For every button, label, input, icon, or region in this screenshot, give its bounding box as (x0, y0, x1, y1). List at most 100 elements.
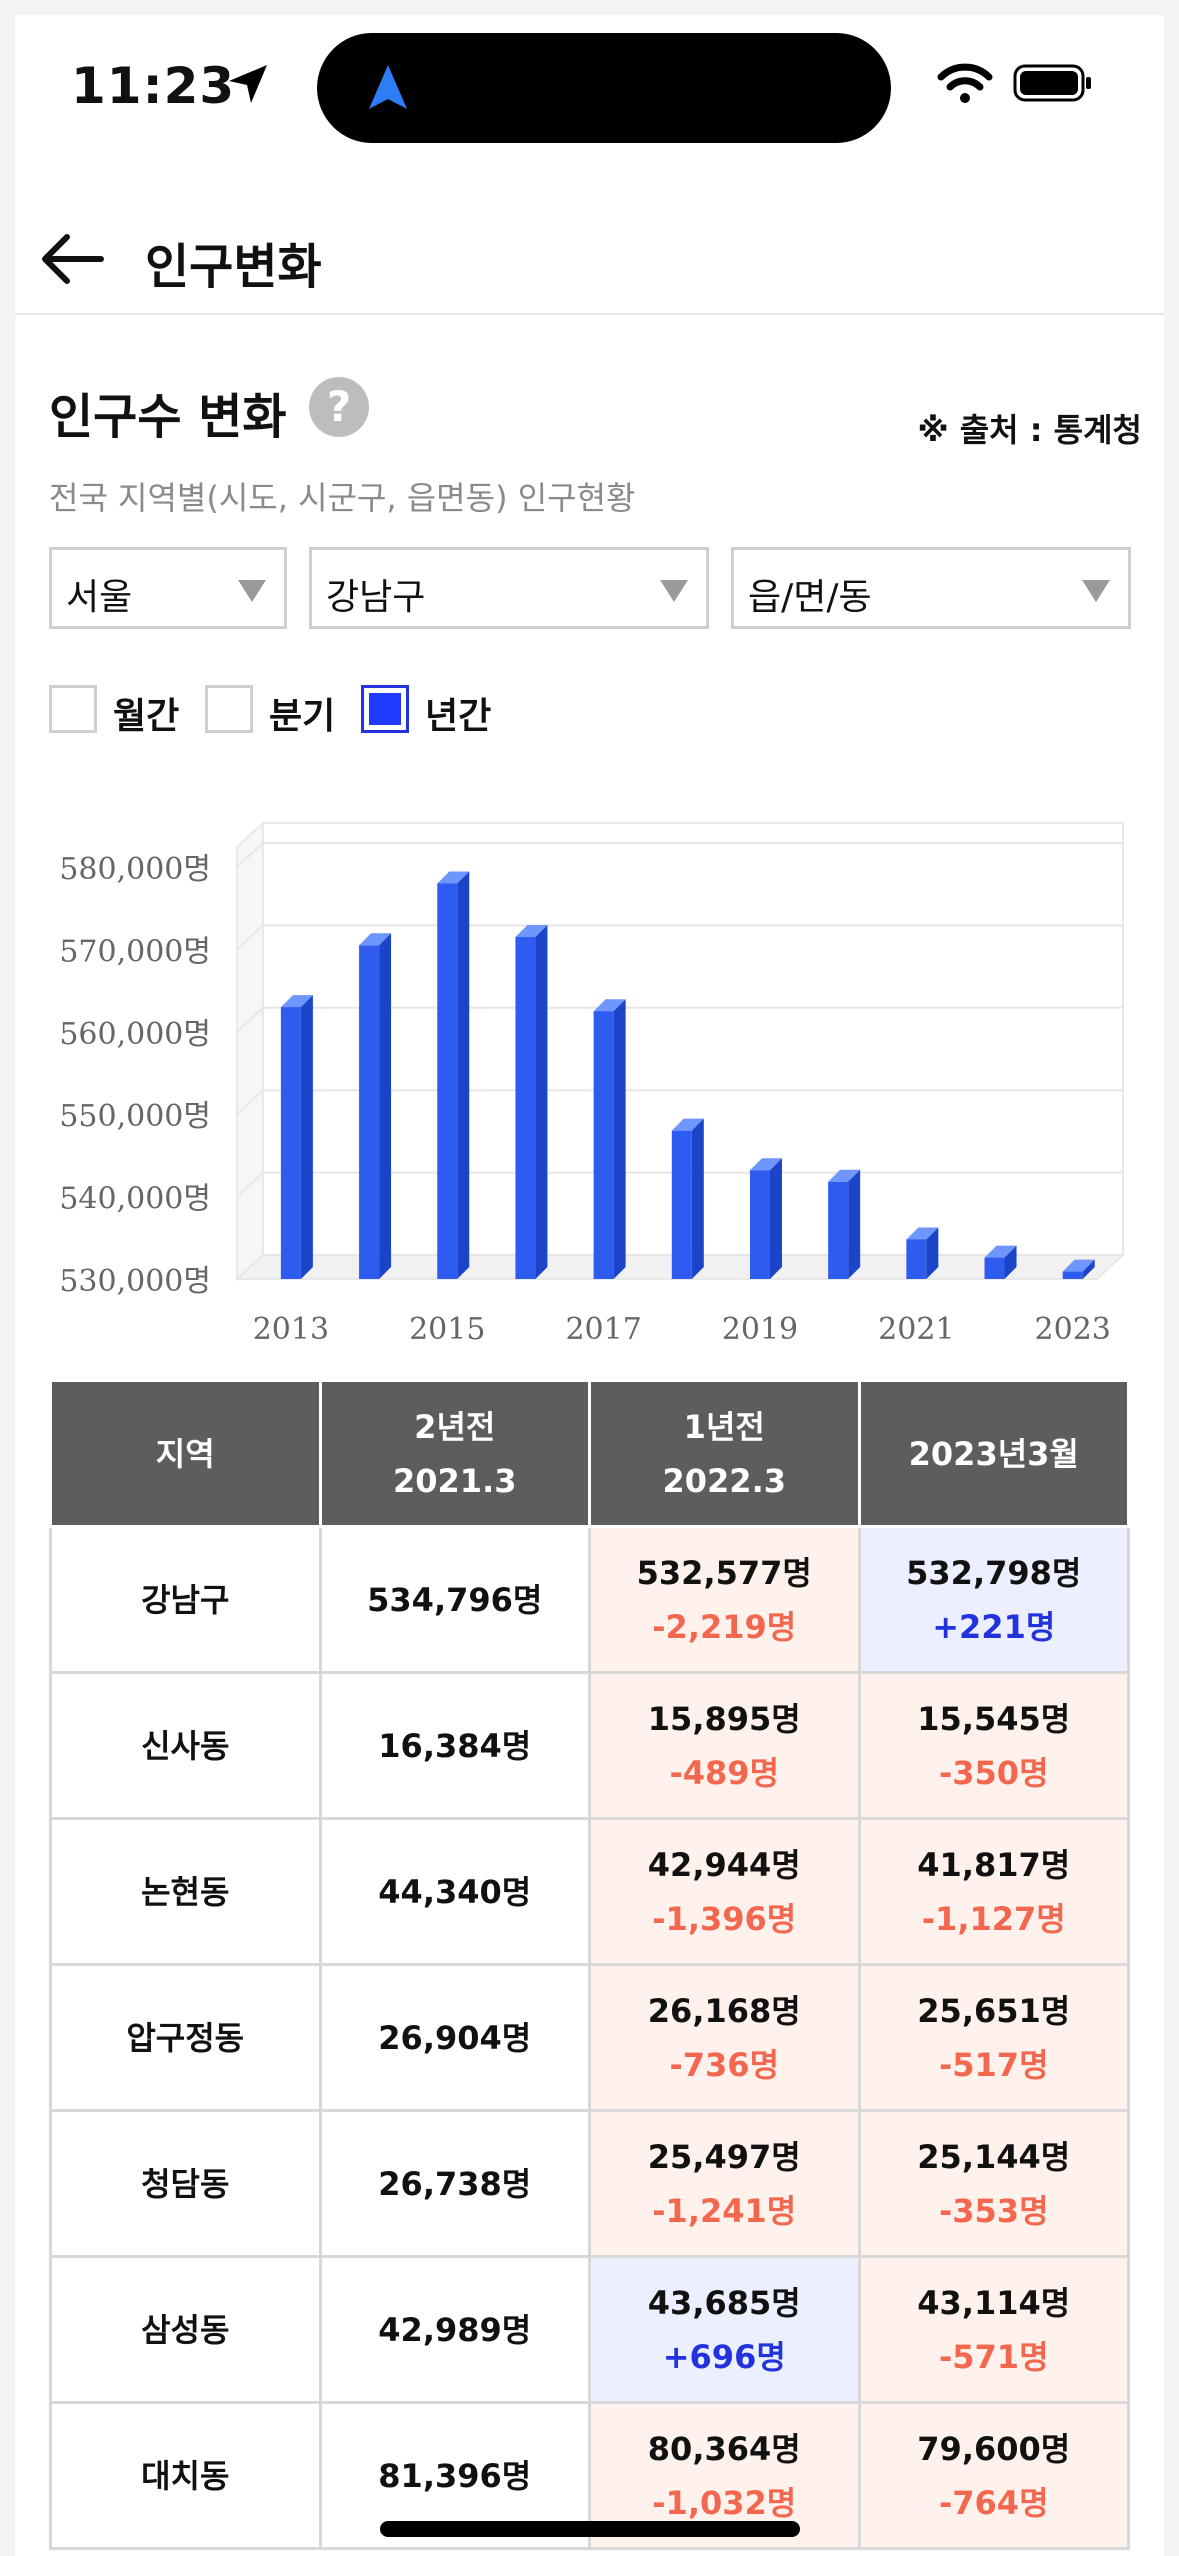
dong-select-value: 읍/면/동 (748, 577, 872, 618)
population-value: 43,114명 (917, 2283, 1071, 2322)
bar-side-face (769, 1158, 782, 1279)
population-value: 79,600명 (917, 2429, 1071, 2468)
quarterly-label: 분기 (269, 696, 336, 737)
x-tick-label: 2019 (722, 1312, 798, 1347)
page-title: 인구변화 (145, 239, 322, 295)
status-bar: 11:23 (15, 15, 1164, 165)
cell-2y-ago: 26,738명 (318, 2109, 591, 2258)
cell-current: 41,817명 -1,127명 (857, 1817, 1130, 1966)
cell-1y-ago: 15,895명 -489명 (588, 1671, 861, 1820)
cell-region: 압구정동 (49, 1963, 322, 2112)
help-icon[interactable]: ? (309, 377, 369, 437)
x-tick-label: 2021 (878, 1312, 954, 1347)
x-tick-label: 2015 (409, 1312, 485, 1347)
grid-line (236, 924, 264, 951)
bar-2022 (984, 1257, 1005, 1279)
population-value: 532,577명 (636, 1553, 812, 1592)
header-region: 지역 (49, 1379, 322, 1528)
cell-region: 삼성동 (49, 2255, 322, 2404)
population-change: -489명 (669, 1753, 780, 1792)
y-tick-label: 560,000명 (59, 1017, 211, 1052)
population-change: -764명 (938, 2483, 1049, 2522)
population-value: 25,144명 (917, 2137, 1071, 2176)
population-value: 16,384명 (378, 1726, 532, 1765)
y-tick-label: 570,000명 (59, 934, 211, 969)
cell-current: 25,144명 -353명 (857, 2109, 1130, 2258)
navigation-arrow-icon (369, 65, 407, 109)
population-value: 25,497명 (647, 2137, 801, 2176)
monthly-label: 월간 (113, 696, 180, 737)
table-row: 압구정동 26,904명 26,168명 -736명 25,651명 -517명 (49, 1963, 1130, 2112)
population-value: 44,340명 (378, 1872, 532, 1911)
population-value: 532,798명 (906, 1553, 1082, 1592)
cell-1y-ago: 26,168명 -736명 (588, 1963, 861, 2112)
table-row: 청담동 26,738명 25,497명 -1,241명 25,144명 -353명 (49, 2109, 1130, 2258)
battery-icon (1013, 64, 1091, 102)
bar-2019 (749, 1170, 770, 1279)
x-tick-label: 2017 (565, 1312, 641, 1347)
cell-1y-ago: 43,685명 +696명 (588, 2255, 861, 2404)
bar-side-face (379, 933, 392, 1279)
bar-side-face (926, 1227, 939, 1279)
checkbox-box (205, 685, 253, 733)
cell-2y-ago: 42,989명 (318, 2255, 591, 2404)
bar-side-face (1082, 1259, 1095, 1279)
sido-select[interactable]: 서울 (49, 547, 287, 629)
region-name: 신사동 (141, 1726, 230, 1765)
bar-2013 (280, 1007, 301, 1279)
cell-2y-ago: 534,796명 (318, 1525, 591, 1674)
population-change: -353명 (938, 2191, 1049, 2230)
bar-2023 (1062, 1271, 1083, 1279)
source-label: ※ 출처 : 통계청 (917, 411, 1142, 449)
population-change: -571명 (938, 2337, 1049, 2376)
cell-region: 신사동 (49, 1671, 322, 1820)
bar-2020 (828, 1181, 849, 1279)
screen: 11:23 인구변화 인구수 변화 ? ※ 출처 : 통계청 전국 지역별(시도… (15, 15, 1164, 2556)
population-table: 지역 2년전 2021.3 1년전 2022.3 2023년3월 강남구 534,796… (49, 1379, 1130, 2550)
chart-side-wall (236, 820, 264, 1282)
region-name: 논현동 (141, 1872, 230, 1911)
chevron-down-icon (660, 580, 688, 602)
population-value: 43,685명 (647, 2283, 801, 2322)
checkbox-box (361, 685, 409, 733)
bar-2015 (437, 883, 458, 1279)
region-name: 압구정동 (126, 2018, 245, 2057)
cell-current: 15,545명 -350명 (857, 1671, 1130, 1820)
region-name: 강남구 (141, 1580, 230, 1619)
sido-select-value: 서울 (66, 577, 133, 618)
bar-2021 (906, 1239, 927, 1279)
population-change: -517명 (938, 2045, 1049, 2084)
bar-top-face (749, 1158, 782, 1171)
arrow-left-icon[interactable] (37, 229, 107, 289)
region-name: 삼성동 (141, 2310, 230, 2349)
header-2y-ago: 2년전 2021.3 (318, 1379, 591, 1528)
y-tick-label: 540,000명 (59, 1182, 211, 1217)
header-1y-ago: 1년전 2022.3 (588, 1379, 861, 1528)
population-value: 42,944명 (647, 1845, 801, 1884)
sigungu-select-value: 강남구 (326, 577, 426, 618)
grid-line (236, 1171, 264, 1198)
population-value: 42,989명 (378, 2310, 532, 2349)
chevron-down-icon (1082, 580, 1110, 602)
grid-line (236, 842, 264, 868)
grid-line (236, 1089, 264, 1115)
sigungu-select[interactable]: 강남구 (309, 547, 709, 629)
population-value: 534,796명 (367, 1580, 543, 1619)
bar-side-face (535, 925, 548, 1279)
dynamic-island (317, 33, 891, 143)
y-tick-label: 530,000명 (59, 1264, 211, 1299)
population-change: -1,241명 (652, 2191, 797, 2230)
population-change: -736명 (669, 2045, 780, 2084)
checkbox-box (49, 685, 97, 733)
dong-select[interactable]: 읍/면/동 (731, 547, 1131, 629)
cell-region: 대치동 (49, 2401, 322, 2550)
cell-region: 강남구 (49, 1525, 322, 1674)
cell-1y-ago: 42,944명 -1,396명 (588, 1817, 861, 1966)
population-change: +696명 (662, 2337, 786, 2376)
population-change: -1,032명 (652, 2483, 797, 2522)
population-value: 81,396명 (378, 2456, 532, 2495)
population-value: 26,904명 (378, 2018, 532, 2057)
bar-side-face (1004, 1245, 1017, 1279)
bar-side-face (848, 1169, 861, 1279)
table-row: 대치동 81,396명 80,364명 -1,032명 79,600명 -764명 (49, 2401, 1130, 2550)
